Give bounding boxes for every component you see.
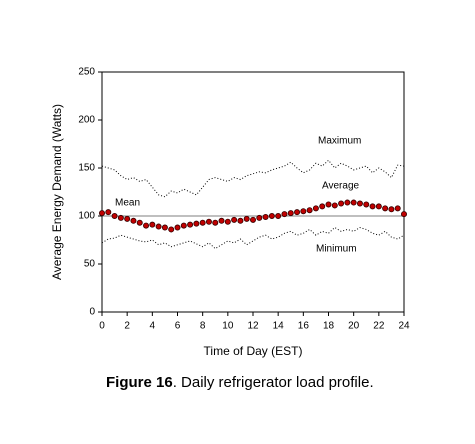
y-tick-label: 150 — [78, 163, 95, 174]
y-tick-label: 250 — [78, 67, 95, 78]
average-marker — [205, 218, 212, 225]
series-label: Maximum — [318, 136, 361, 147]
average-marker — [249, 216, 256, 223]
x-tick-label: 0 — [99, 321, 105, 332]
average-marker — [111, 212, 118, 219]
y-tick-label: 0 — [89, 307, 95, 318]
average-marker — [168, 226, 175, 233]
x-tick-label: 20 — [348, 321, 360, 332]
x-tick-label: 12 — [247, 321, 259, 332]
average-marker — [319, 203, 326, 210]
average-marker — [136, 219, 143, 226]
y-tick-label: 200 — [78, 115, 95, 126]
average-marker — [231, 216, 238, 223]
x-tick-label: 6 — [175, 321, 181, 332]
average-marker — [287, 210, 294, 217]
x-tick-label: 10 — [222, 321, 234, 332]
average-marker — [174, 224, 181, 231]
average-marker — [187, 221, 194, 228]
x-tick-label: 16 — [298, 321, 310, 332]
series-line — [101, 159, 405, 198]
average-marker — [369, 203, 376, 210]
average-marker — [130, 217, 137, 224]
average-marker — [312, 205, 319, 212]
series-label: Average — [322, 181, 360, 192]
caption-text: . Daily refrigerator load profile. — [173, 374, 374, 391]
average-marker — [143, 222, 150, 229]
average-marker — [237, 217, 244, 224]
average-marker — [218, 217, 225, 224]
average-marker — [281, 211, 288, 218]
x-tick-label: 4 — [150, 321, 156, 332]
average-marker — [388, 206, 395, 213]
average-marker — [161, 224, 168, 231]
caption-label: Figure 16 — [106, 374, 173, 391]
average-marker — [224, 218, 231, 225]
average-marker — [356, 200, 363, 207]
average-marker — [294, 209, 301, 216]
average-marker — [275, 212, 282, 219]
x-tick-label: 14 — [273, 321, 285, 332]
average-marker — [300, 208, 307, 215]
average-marker — [344, 199, 351, 206]
average-marker — [155, 223, 162, 230]
x-tick-label: 2 — [124, 321, 130, 332]
x-tick-label: 8 — [200, 321, 206, 332]
x-tick-label: 22 — [373, 321, 385, 332]
average-marker — [331, 202, 338, 209]
series-label: Minimum — [316, 244, 357, 255]
x-tick-label: 18 — [323, 321, 335, 332]
average-marker — [180, 222, 187, 229]
average-marker — [375, 203, 382, 210]
average-marker — [256, 214, 263, 221]
average-marker — [99, 210, 106, 217]
y-axis-label: Average Energy Demand (Watts) — [50, 104, 64, 280]
mean-label: Mean — [115, 198, 140, 209]
caption: Figure 16. Daily refrigerator load profi… — [106, 374, 374, 391]
average-marker — [394, 205, 401, 212]
y-tick-label: 100 — [78, 211, 95, 222]
average-marker — [243, 215, 250, 222]
average-marker — [262, 213, 269, 220]
x-tick-label: 24 — [398, 321, 410, 332]
y-tick-label: 50 — [84, 259, 96, 270]
average-marker — [268, 212, 275, 219]
average-marker — [338, 200, 345, 207]
x-axis-label: Time of Day (EST) — [204, 344, 303, 358]
average-marker — [105, 209, 112, 216]
average-marker — [117, 214, 124, 221]
average-marker — [199, 219, 206, 226]
average-marker — [149, 221, 156, 228]
series-line — [101, 226, 405, 250]
average-marker — [124, 215, 131, 222]
average-marker — [212, 219, 219, 226]
average-marker — [400, 211, 407, 218]
average-marker — [382, 205, 389, 212]
average-marker — [193, 220, 200, 227]
plot-frame — [101, 71, 405, 313]
average-marker — [363, 201, 370, 208]
average-marker — [325, 201, 332, 208]
average-marker — [306, 207, 313, 214]
average-marker — [350, 199, 357, 206]
